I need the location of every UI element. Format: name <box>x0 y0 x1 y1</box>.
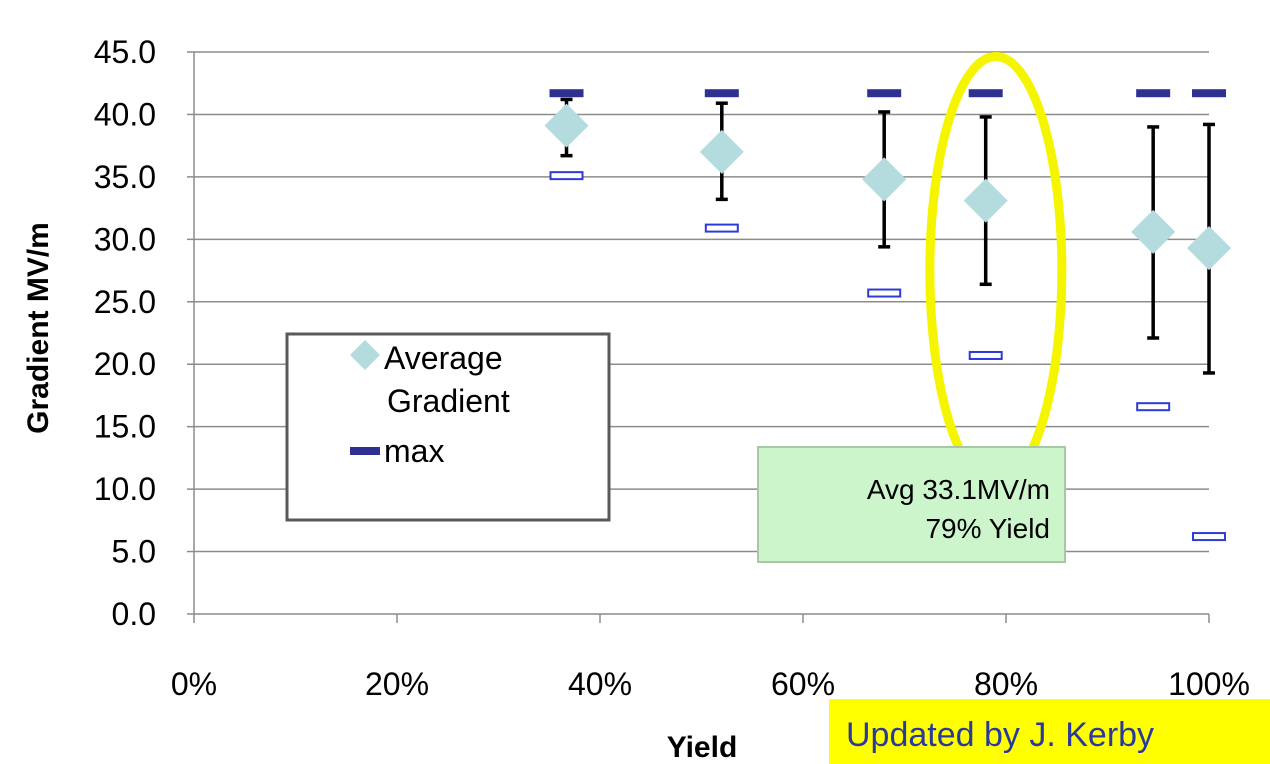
y-tick-label: 0.0 <box>112 596 156 632</box>
average-marker <box>862 157 907 202</box>
highlight-ring <box>925 52 1067 490</box>
average-marker <box>963 178 1008 223</box>
average-marker <box>699 129 744 174</box>
min-marker <box>1136 402 1171 412</box>
y-tick-label: 45.0 <box>94 34 156 70</box>
min-marker <box>549 171 584 181</box>
legend-items: Average Gradient max <box>350 340 510 469</box>
y-tick-label: 30.0 <box>94 221 156 257</box>
x-tick-label: 40% <box>568 666 632 702</box>
x-tick-label: 20% <box>365 666 429 702</box>
min-marker <box>968 350 1003 360</box>
legend-dash-icon <box>350 447 380 455</box>
annotation-background <box>757 446 1066 563</box>
average-gradient-series <box>544 103 1231 271</box>
annotation-line-1: Avg 33.1MV/m <box>867 474 1050 505</box>
error-bars <box>560 97 1215 375</box>
y-tick-label: 10.0 <box>94 471 156 507</box>
y-tick-label: 40.0 <box>94 96 156 132</box>
y-tick-label: 15.0 <box>94 409 156 445</box>
max-marker <box>549 89 584 98</box>
legend-label: Average <box>384 340 503 376</box>
legend-label: max <box>384 433 444 469</box>
min-marker <box>867 288 902 298</box>
average-marker <box>544 103 589 148</box>
y-tick-label: 20.0 <box>94 346 156 382</box>
legend: Average Gradient max <box>285 332 611 522</box>
min-marker <box>1192 532 1226 542</box>
max-marker <box>867 89 902 98</box>
x-axis-title: Yield <box>667 731 738 764</box>
average-marker <box>1131 209 1176 254</box>
x-tick-label: 60% <box>771 666 835 702</box>
y-axis-title: Gradient MV/m <box>22 222 55 434</box>
max-marker <box>968 89 1003 98</box>
max-marker <box>1192 89 1226 98</box>
y-tick-labels: 0.0 5.0 10.0 15.0 20.0 25.0 30.0 35.0 40.0 45.0 <box>94 34 156 632</box>
annotation-line-2: 79% Yield <box>925 513 1050 544</box>
credit-banner: Updated by J. Kerby <box>829 699 1270 764</box>
max-marker <box>704 89 739 98</box>
x-tick-label: 0% <box>171 666 217 702</box>
max-marker <box>1136 89 1171 98</box>
x-tick-label: 100% <box>1168 666 1250 702</box>
y-tick-label: 35.0 <box>94 159 156 195</box>
x-tick-label: 80% <box>974 666 1038 702</box>
legend-diamond-icon <box>350 340 380 370</box>
credit-text: Updated by J. Kerby <box>846 716 1154 754</box>
highlight-ellipse <box>925 52 1067 490</box>
x-tick-labels: 0% 20% 40% 60% 80% 100% <box>171 666 1250 702</box>
y-tick-label: 5.0 <box>112 534 156 570</box>
average-marker <box>1187 226 1231 271</box>
legend-box <box>285 332 611 522</box>
legend-label: Gradient <box>387 383 510 419</box>
min-markers <box>549 171 1226 542</box>
min-marker <box>704 223 739 233</box>
annotation-box: Avg 33.1MV/m 79% Yield <box>757 446 1066 563</box>
y-tick-label: 25.0 <box>94 284 156 320</box>
axes <box>187 51 1210 623</box>
credit-background <box>829 699 1270 764</box>
max-series <box>549 89 1226 98</box>
